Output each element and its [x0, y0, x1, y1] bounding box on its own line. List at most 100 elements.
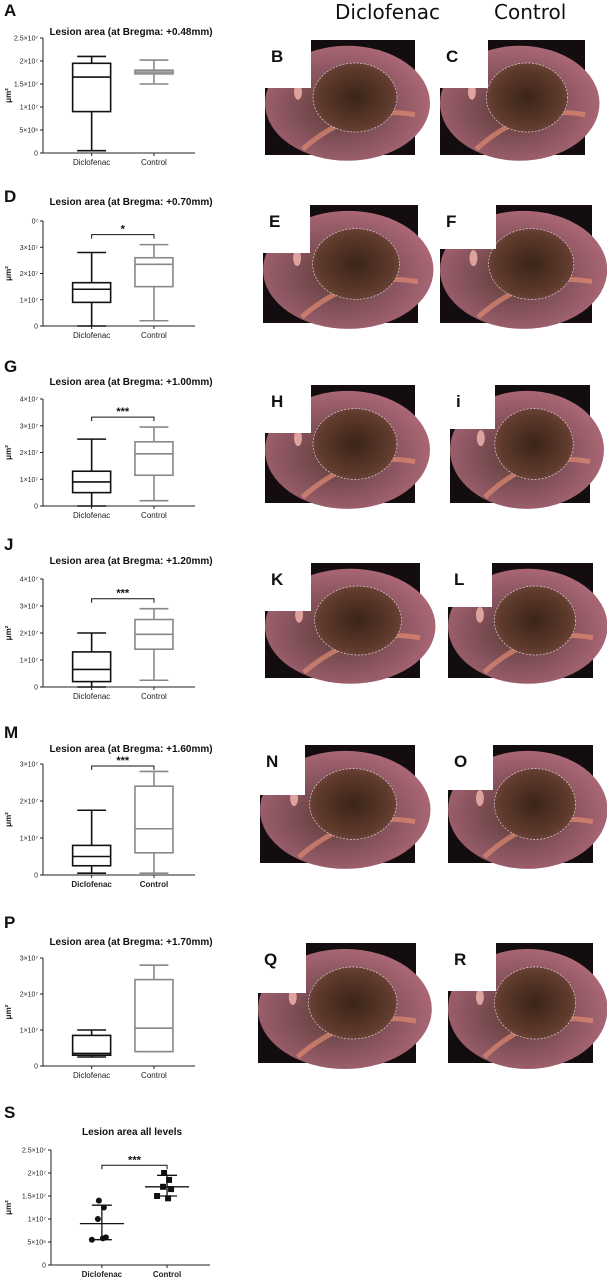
y-tick-label: 0⁷: [32, 219, 39, 226]
lesion-region: [494, 768, 576, 840]
data-point: [160, 1183, 167, 1190]
data-point: [94, 1216, 101, 1222]
x-category-label: Diclofenac: [73, 158, 110, 167]
chart-title: Lesion area (at Bregma: +1.60mm): [49, 744, 212, 755]
micrograph-label: Q: [264, 950, 277, 969]
data-point: [100, 1204, 107, 1211]
y-tick-label: 1×10⁷: [28, 1217, 47, 1224]
box-iqr: [71, 281, 112, 304]
ventricle-mark: [475, 790, 484, 807]
box-control: [134, 770, 174, 874]
y-tick-label: 2.5×10⁷: [14, 36, 39, 43]
y-tick-label: 0: [42, 1263, 46, 1270]
data-point: [165, 1195, 172, 1202]
y-tick-label: 2×10⁷: [20, 799, 39, 806]
x-category-label: Control: [140, 880, 168, 889]
box-diclofenac: [71, 632, 112, 688]
y-tick-label: 1×10⁷: [20, 297, 39, 304]
significance-marker: *: [121, 224, 126, 236]
micrograph-grid: B C E F H i K L N O Q R: [258, 40, 607, 1069]
micrograph-label: C: [446, 47, 458, 66]
y-tick-label: 3×10⁷: [20, 604, 39, 611]
chart-title: Lesion area (at Bregma: +0.48mm): [49, 27, 212, 38]
y-tick-label: 3×10⁷: [20, 423, 39, 430]
y-tick-label: 1.5×10⁷: [14, 82, 39, 89]
x-category-label: Control: [141, 692, 167, 701]
box-control: [134, 59, 174, 85]
box-diclofenac: [71, 55, 112, 152]
lesion-region: [486, 62, 568, 133]
label-notch: [265, 385, 311, 433]
label-notch: [448, 563, 492, 607]
y-axis-label: μm²: [4, 1200, 13, 1215]
panel-label: S: [4, 1103, 15, 1122]
lesion-region: [314, 585, 402, 656]
lesion-region: [312, 228, 400, 300]
label-notch: [265, 563, 311, 611]
significance-bracket: [91, 416, 155, 422]
label-notch: [265, 40, 311, 88]
y-tick-label: 2×10⁷: [20, 450, 39, 457]
y-tick-label: 2×10⁷: [28, 1171, 47, 1178]
column-header-diclofenac: Diclofenac: [335, 0, 440, 24]
y-tick-label: 0: [34, 685, 38, 692]
significance-marker: ***: [128, 1154, 142, 1166]
chart-title: Lesion area (at Bregma: +0.70mm): [49, 197, 212, 208]
micrograph-q: Q: [258, 943, 432, 1069]
y-tick-label: 3×10⁷: [20, 245, 39, 252]
column-header-control: Control: [494, 0, 566, 24]
ventricle-mark: [469, 250, 478, 267]
micrograph-label: R: [454, 950, 466, 969]
micrograph-label: H: [271, 392, 283, 411]
y-axis-label: μm²: [4, 812, 13, 827]
chart-panel-p: P Lesion area (at Bregma: +1.70mm) μm² 0 1×1…: [4, 913, 213, 1080]
y-tick-label: 2×10⁷: [20, 271, 39, 278]
y-tick-label: 1×10⁷: [20, 477, 39, 484]
lesion-region: [494, 966, 576, 1040]
micrograph-l: L: [448, 563, 607, 684]
ventricle-mark: [475, 989, 484, 1005]
micrograph-label: O: [454, 752, 467, 771]
panel-label: P: [4, 913, 15, 932]
chart-panel-a: A Lesion area (at Bregma: +0.48mm) μm² 0 5×1…: [4, 1, 213, 167]
chart-title: Lesion area all levels: [82, 1127, 182, 1138]
y-tick-label: 1×10⁷: [20, 105, 39, 112]
box-control: [134, 607, 174, 682]
y-tick-label: 1.5×10⁷: [22, 1194, 47, 1201]
y-tick-label: 1×10⁷: [20, 1028, 39, 1035]
ventricle-mark: [476, 430, 485, 447]
significance-marker: ***: [116, 755, 130, 767]
micrograph-o: O: [448, 745, 607, 869]
data-point: [88, 1236, 95, 1243]
y-tick-label: 1×10⁷: [20, 658, 39, 665]
x-category-label: Diclofenac: [71, 880, 112, 889]
box-iqr: [134, 440, 174, 477]
y-tick-label: 2.5×10⁷: [22, 1148, 47, 1155]
chart-title: Lesion area (at Bregma: +1.70mm): [49, 937, 212, 948]
y-axis-label: μm²: [4, 625, 13, 640]
significance-marker: ***: [116, 406, 130, 418]
label-notch: [263, 205, 310, 253]
micrograph-h: H: [265, 385, 430, 509]
chart-panel-s: S Lesion area all levels μm² 0 5×10⁶ 1×10⁷ 1.5…: [4, 1103, 210, 1279]
box-control: [134, 243, 174, 322]
y-tick-label: 3×10⁷: [20, 956, 39, 963]
y-tick-label: 0: [34, 873, 38, 880]
y-tick-label: 2×10⁷: [20, 992, 39, 999]
box-iqr: [71, 62, 112, 113]
ventricle-mark: [294, 430, 302, 447]
y-tick-label: 5×10⁶: [27, 1240, 46, 1247]
x-category-label: Diclofenac: [73, 331, 110, 340]
significance-marker: ***: [116, 588, 130, 600]
micrograph-label: L: [454, 570, 464, 589]
box-iqr: [71, 844, 112, 867]
y-tick-label: 0: [34, 324, 38, 331]
micrograph-k: K: [265, 563, 436, 684]
box-diclofenac: [71, 1029, 112, 1058]
box-iqr: [71, 1034, 112, 1057]
micrograph-f: F: [440, 205, 607, 329]
chart-panel-d: D Lesion area (at Bregma: +0.70mm) μm² 0 1×1…: [4, 187, 213, 340]
x-category-label: Diclofenac: [82, 1270, 123, 1279]
significance-bracket: [91, 765, 155, 770]
data-point: [154, 1193, 161, 1199]
